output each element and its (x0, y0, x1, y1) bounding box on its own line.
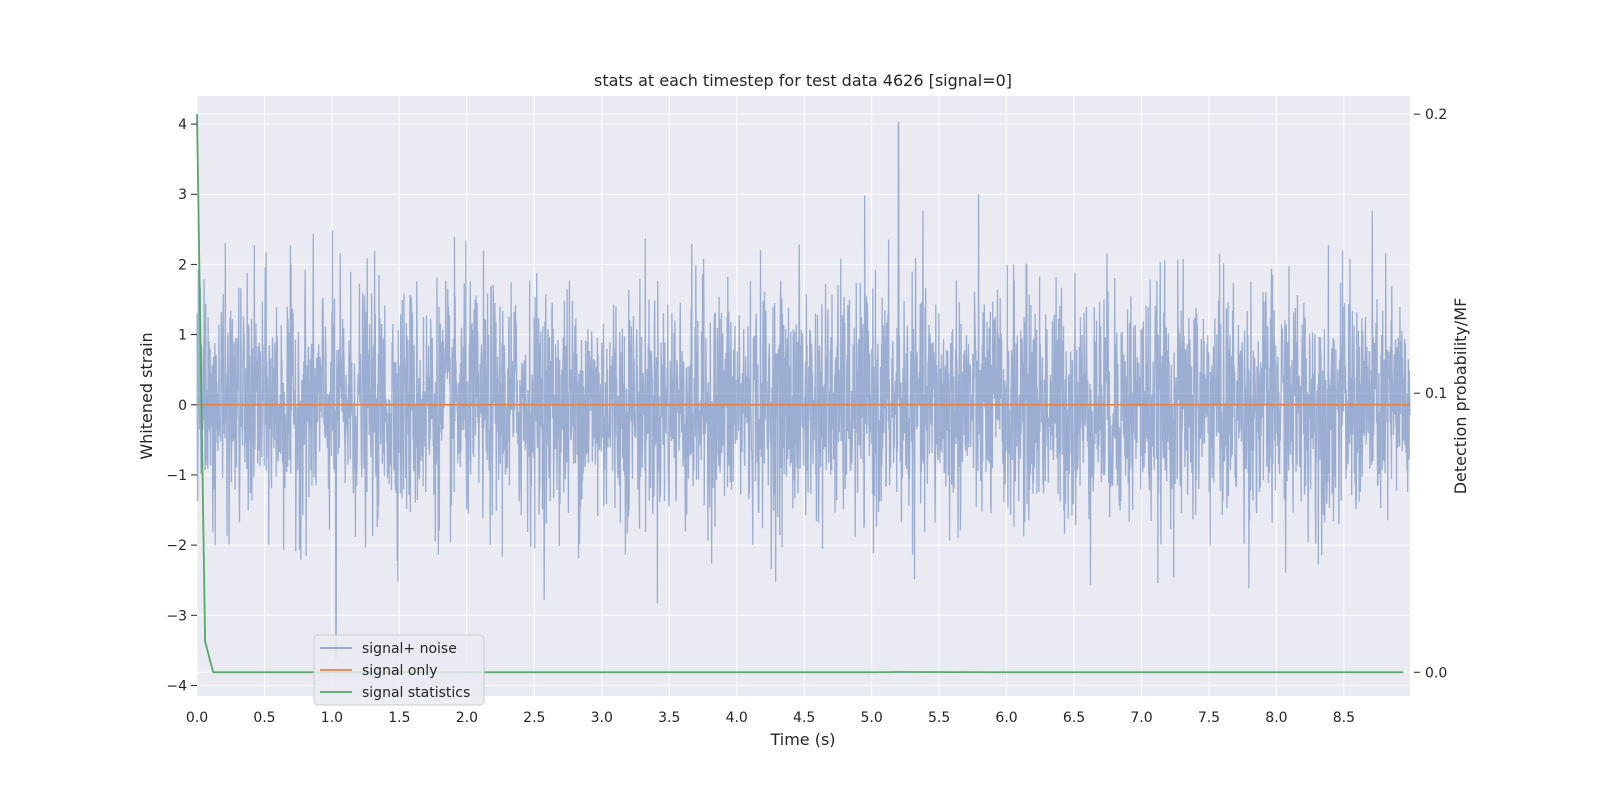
y2-tick-label: 0.2 (1425, 107, 1447, 123)
y-tick-label: 1 (178, 328, 187, 344)
y2-tick-label: 0.1 (1425, 386, 1447, 402)
legend-box (313, 634, 485, 706)
y-tick-label: 0 (178, 398, 187, 414)
x-tick-label: 4.0 (726, 710, 748, 726)
y-tick-label: −3 (166, 608, 187, 624)
x-tick-label: 5.0 (861, 710, 883, 726)
series-line-signal-noise (196, 122, 1411, 659)
x-tick-label: 3.0 (591, 710, 613, 726)
y-axis-label: Whitened strain (137, 332, 156, 459)
noise-series-group (196, 122, 1411, 659)
x-tick-label: 7.5 (1198, 710, 1220, 726)
x-tick-label: 7.0 (1130, 710, 1152, 726)
y-tick-label: −4 (166, 678, 187, 694)
x-tick-label: 2.5 (523, 710, 545, 726)
series-group (196, 114, 1410, 674)
x-tick-label: 0.0 (186, 710, 208, 726)
legend-label: signal statistics (362, 685, 470, 701)
chart-title: stats at each timestep for test data 462… (594, 71, 1012, 90)
axes: 0.0 0.5 1.0 1.5 2.0 2.5 3.0 3.5 4.0 4.5 5.0 5.5 6.0 6… (166, 107, 1447, 726)
y-tick-label: −1 (166, 468, 187, 484)
x-tick-label: 1.5 (388, 710, 410, 726)
x-tick-label: 4.5 (793, 710, 815, 726)
y-tick-label: 2 (178, 257, 187, 273)
x-tick-label: 0.5 (253, 710, 275, 726)
y-tick-label: 3 (178, 187, 187, 203)
x-tick-label: 5.5 (928, 710, 950, 726)
series-line-signal-statistics (196, 114, 1404, 674)
y2-tick-label: 0.0 (1425, 665, 1447, 681)
legend-label: signal only (362, 663, 437, 679)
y-tick-label: −2 (166, 538, 187, 554)
y-tick-label: 4 (178, 117, 187, 133)
x-tick-label: 3.5 (658, 710, 680, 726)
x-tick-label: 8.0 (1265, 710, 1287, 726)
x-tick-label: 1.0 (321, 710, 343, 726)
x-tick-label: 8.5 (1333, 710, 1355, 726)
x-tick-label: 6.5 (1063, 710, 1085, 726)
grid (196, 96, 1410, 696)
legend-label: signal+ noise (362, 641, 457, 657)
x-tick-label: 6.0 (995, 710, 1017, 726)
x-tick-label: 2.0 (456, 710, 478, 726)
legend: signal+ noise signal only signal statistic… (313, 634, 485, 706)
x-axis-label: Time (s) (769, 730, 835, 749)
y2-axis-label: Detection probability/MF (1451, 298, 1470, 495)
